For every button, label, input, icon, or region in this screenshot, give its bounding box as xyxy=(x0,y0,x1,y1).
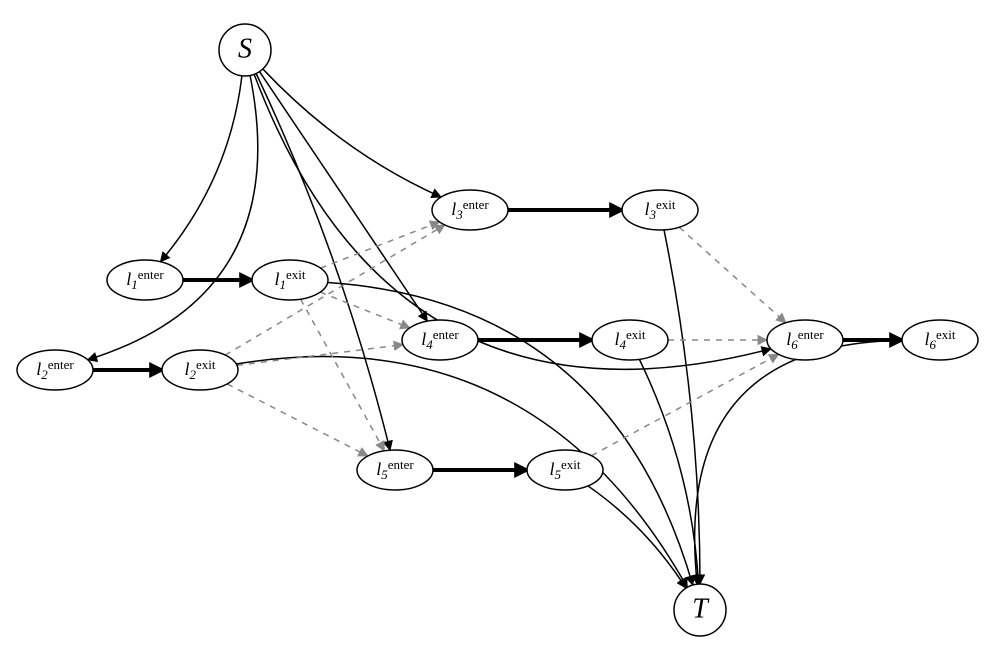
node-l5enter: l5enter xyxy=(357,450,433,490)
node-l6exit: l6exit xyxy=(902,320,978,360)
graph-diagram: S Tl1enter l1exit l2enter l2exit l3enter l3exi… xyxy=(0,0,1000,667)
node-l6enter: l6enter xyxy=(767,320,843,360)
edge-l2exit-l5enter xyxy=(227,384,368,456)
node-l1enter: l1enter xyxy=(107,260,183,300)
node-l4enter: l4enter xyxy=(402,320,478,360)
node-l3enter: l3enter xyxy=(432,190,508,230)
node-T: T xyxy=(674,584,726,636)
edge-l5exit-T xyxy=(588,486,686,588)
edge-l6exit-T xyxy=(695,340,902,584)
node-l4exit: l4exit xyxy=(592,320,668,360)
node-l2enter: l2enter xyxy=(17,350,93,390)
node-l2exit: l2exit xyxy=(162,350,238,390)
node-l3exit: l3exit xyxy=(622,190,698,230)
edge-l3exit-l6enter xyxy=(679,227,786,323)
edge-l1exit-l3enter xyxy=(321,222,440,268)
node-S: S xyxy=(219,24,271,76)
edge-S-l1enter xyxy=(160,76,241,262)
node-l5exit: l5exit xyxy=(527,450,603,490)
node-S-label: S xyxy=(238,33,252,64)
edge-l2exit-l4enter xyxy=(237,345,403,366)
node-T-label: T xyxy=(692,593,710,624)
edge-S-l3enter xyxy=(263,69,441,197)
node-l1exit: l1exit xyxy=(252,260,328,300)
nodes-layer: S Tl1enter l1exit l2enter l2exit l3enter l3exi… xyxy=(17,24,978,636)
edge-l1exit-l4enter xyxy=(320,292,409,328)
edge-S-l2enter xyxy=(88,75,258,359)
edge-S-l6enter xyxy=(254,74,771,369)
